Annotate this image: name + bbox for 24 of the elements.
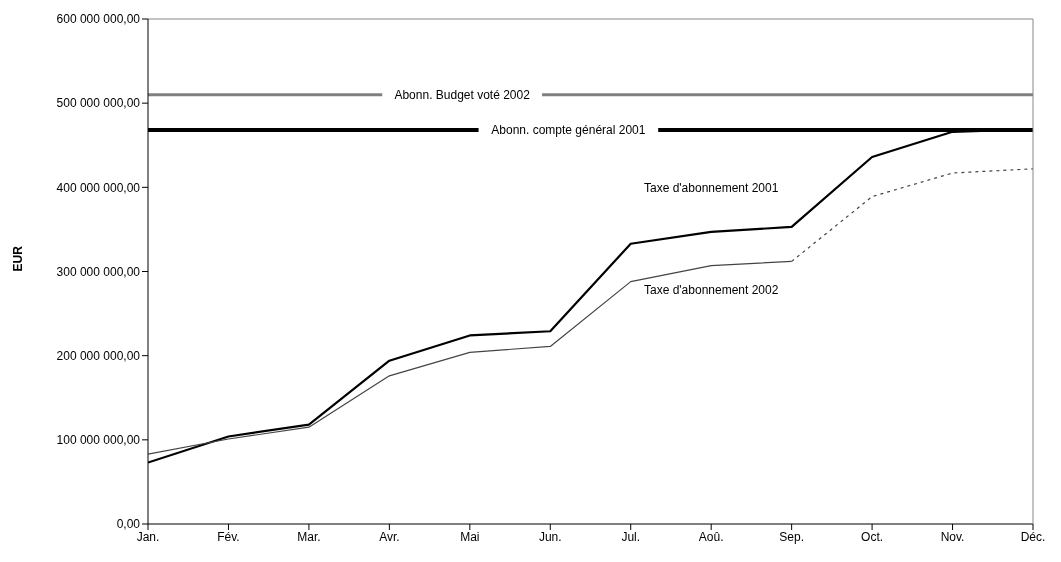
x-tick-label: Fév. <box>217 529 240 544</box>
series-label: Taxe d'abonnement 2002 <box>643 283 779 298</box>
ref-line-label: Abonn. Budget voté 2002 <box>394 87 531 102</box>
x-tick-label: Avr. <box>379 529 400 544</box>
x-tick-label: Sep. <box>779 529 804 544</box>
y-tick-label: 500 000 000,00 <box>56 96 141 111</box>
y-tick-label: 300 000 000,00 <box>56 264 141 279</box>
x-tick-label: Mar. <box>297 529 321 544</box>
y-axis-title: EUR <box>11 245 26 272</box>
x-tick-label: Déc. <box>1020 529 1046 544</box>
y-tick-label: 100 000 000,00 <box>56 433 141 448</box>
x-tick-label: Jan. <box>136 529 160 544</box>
text: Taxe d'abonnement 2001 <box>643 180 779 195</box>
y-tick-label: 200 000 000,00 <box>56 348 141 363</box>
x-tick-label: Aoû. <box>698 529 724 544</box>
x-tick-label: Jun. <box>538 529 562 544</box>
x-tick-label: Nov. <box>940 529 965 544</box>
x-tick-label: Mai <box>460 529 480 544</box>
ref-line-label: Abonn. compte général 2001 <box>491 123 646 138</box>
x-tick-label: Jul. <box>621 529 641 544</box>
x-tick-label: Oct. <box>861 529 884 544</box>
y-tick-label: 400 000 000,00 <box>56 180 141 195</box>
y-tick-label: 600 000 000,00 <box>56 12 141 27</box>
y-tick-label: 0,00 <box>116 517 141 532</box>
